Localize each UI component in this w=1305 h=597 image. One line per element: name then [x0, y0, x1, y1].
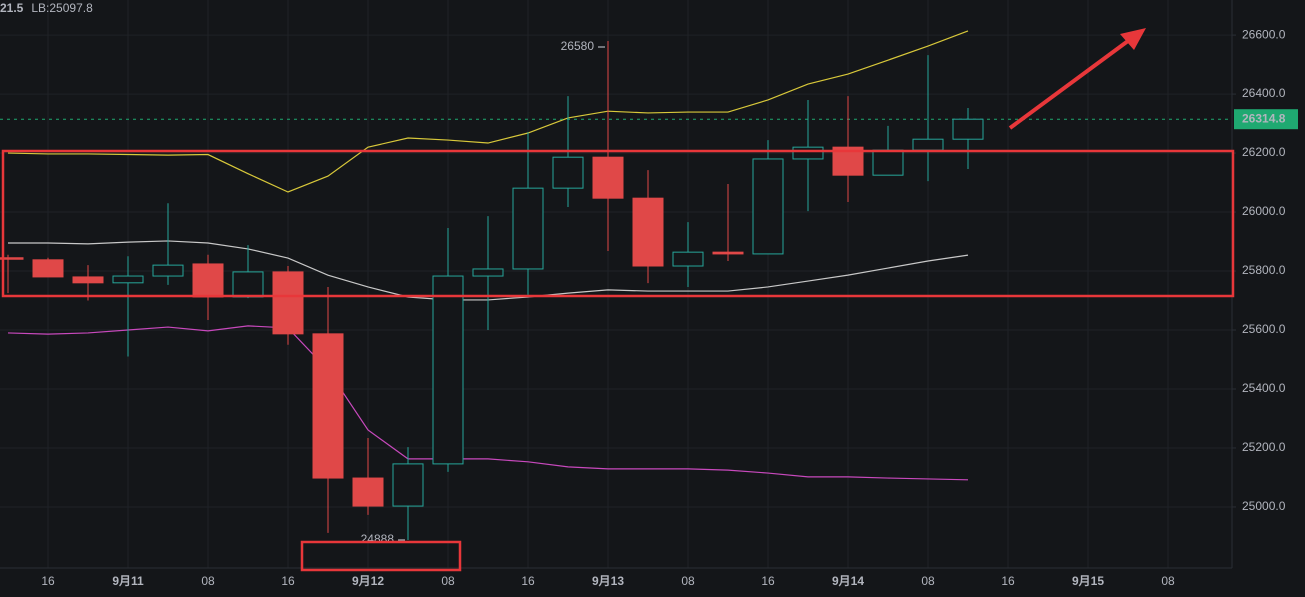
- arrow-head: [1120, 28, 1146, 50]
- highlight-box: [300, 540, 462, 572]
- band-line: [7, 325, 969, 481]
- x-tick-label: 9月14: [832, 574, 864, 588]
- candle-body: [272, 271, 304, 335]
- y-tick-label: 25200.0: [1242, 440, 1286, 454]
- x-tick-label: 9月12: [352, 574, 384, 588]
- candle-body: [512, 187, 544, 270]
- candle-body: [672, 251, 704, 267]
- candle-body: [752, 158, 784, 255]
- candle-body: [872, 149, 904, 176]
- x-tick-label: 08: [441, 574, 455, 588]
- band-line: [7, 30, 969, 193]
- candle-body: [472, 268, 504, 277]
- y-tick-label: 25800.0: [1242, 263, 1286, 277]
- x-tick-label: 16: [761, 574, 775, 588]
- x-tick-label: 08: [201, 574, 215, 588]
- y-tick-label: 25400.0: [1242, 381, 1286, 395]
- candle-body: [952, 118, 984, 140]
- candles: [0, 40, 984, 540]
- x-tick-label: 16: [1001, 574, 1015, 588]
- candle-body: [392, 463, 424, 507]
- x-tick-label: 08: [1161, 574, 1175, 588]
- y-tick-label: 25600.0: [1242, 322, 1286, 336]
- high-annotation: 26580: [561, 39, 595, 53]
- candle-body: [712, 251, 744, 255]
- x-tick-label: 9月15: [1072, 574, 1104, 588]
- candle-body: [112, 275, 144, 284]
- candle-body: [792, 146, 824, 160]
- candle-body: [72, 276, 104, 284]
- y-tick-label: 26400.0: [1242, 86, 1286, 100]
- header-label: 21.5: [0, 1, 24, 15]
- candle-body: [152, 264, 184, 277]
- x-tick-label: 16: [281, 574, 295, 588]
- y-tick-label: 25000.0: [1242, 499, 1286, 513]
- last-price-label: 26314.8: [1242, 111, 1286, 125]
- x-tick-label: 9月11: [112, 574, 144, 588]
- candle-body: [32, 259, 64, 278]
- candle-body: [312, 333, 344, 479]
- last-price-box: [1234, 109, 1298, 130]
- candle-body: [0, 257, 24, 260]
- low-annotation: 24888: [361, 532, 395, 546]
- x-tick-label: 9月13: [592, 574, 624, 588]
- y-tick-label: 26200.0: [1242, 145, 1286, 159]
- candle-body: [592, 156, 624, 199]
- y-tick-label: 26600.0: [1242, 27, 1286, 41]
- candle-body: [432, 275, 464, 465]
- candle-body: [352, 477, 384, 507]
- header-label: LB:25097.8: [31, 1, 93, 15]
- candle-body: [912, 138, 944, 151]
- candle-body: [192, 263, 224, 298]
- x-tick-label: 16: [521, 574, 535, 588]
- arrow-line: [1008, 36, 1134, 130]
- x-tick-label: 16: [41, 574, 55, 588]
- candle-body: [632, 197, 664, 267]
- candle-body: [232, 271, 264, 298]
- highlight-box: [1, 149, 1235, 298]
- y-tick-label: 26000.0: [1242, 204, 1286, 218]
- x-tick-label: 08: [681, 574, 695, 588]
- x-tick-label: 08: [921, 574, 935, 588]
- candle-body: [552, 156, 584, 189]
